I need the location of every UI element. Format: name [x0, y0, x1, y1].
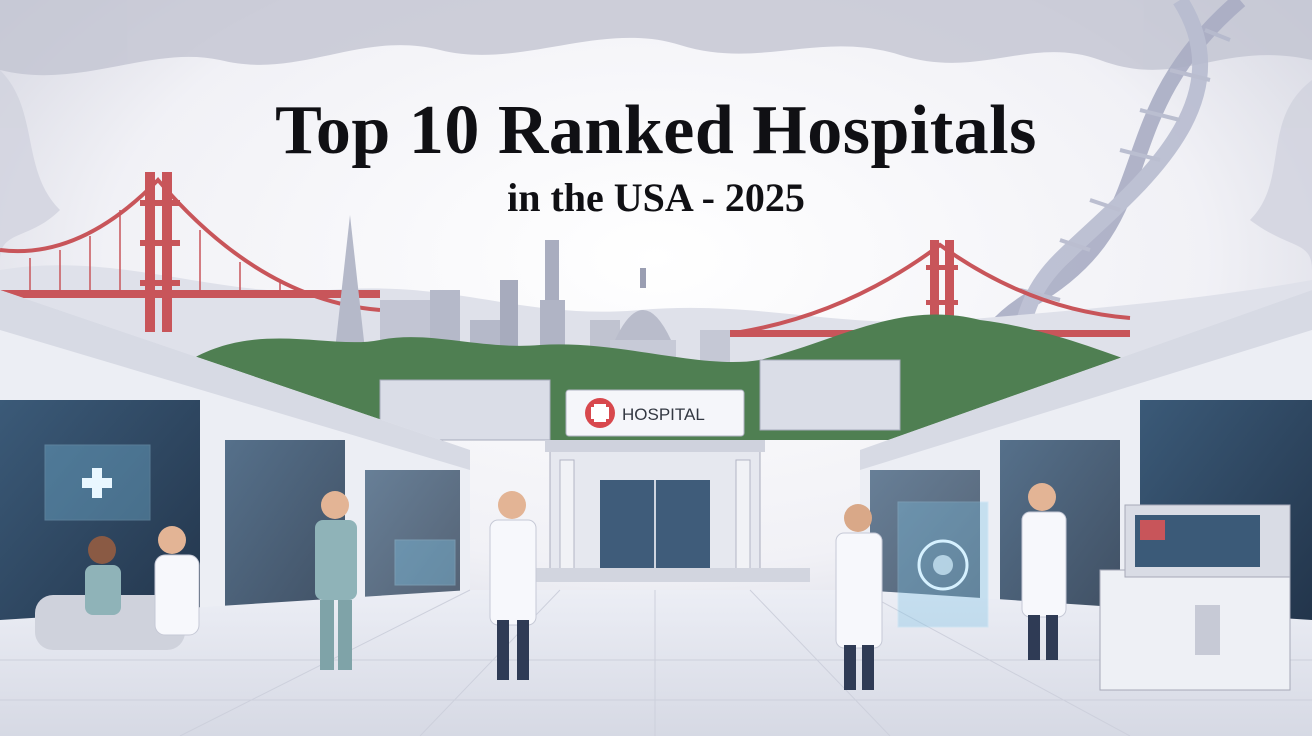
nurse-seated — [154, 526, 200, 636]
doctor-female-right — [835, 504, 883, 690]
doctor-center — [489, 491, 537, 680]
headline: Top 10 Ranked Hospitals in the USA - 202… — [0, 96, 1312, 218]
page-subtitle: in the USA - 2025 — [507, 175, 805, 220]
patient-seated — [35, 536, 185, 650]
hologram-panel-left — [44, 444, 151, 521]
surgeon-standing — [315, 491, 357, 670]
clouds — [0, 0, 1312, 270]
medical-console — [1099, 504, 1291, 691]
golden-gate-bridge-icon — [0, 172, 381, 332]
hologram-panel-right — [897, 501, 989, 628]
red-cross-icon — [585, 398, 615, 428]
floor-tiles — [0, 589, 1312, 736]
hospital-sign: HOSPITAL — [565, 389, 745, 437]
doctor-male-right — [1021, 483, 1067, 660]
hologram-panel-center — [394, 539, 456, 586]
page-title: Top 10 Ranked Hospitals — [275, 92, 1037, 169]
hospital-entrance — [520, 440, 810, 582]
sign-label: HOSPITAL — [622, 405, 705, 424]
